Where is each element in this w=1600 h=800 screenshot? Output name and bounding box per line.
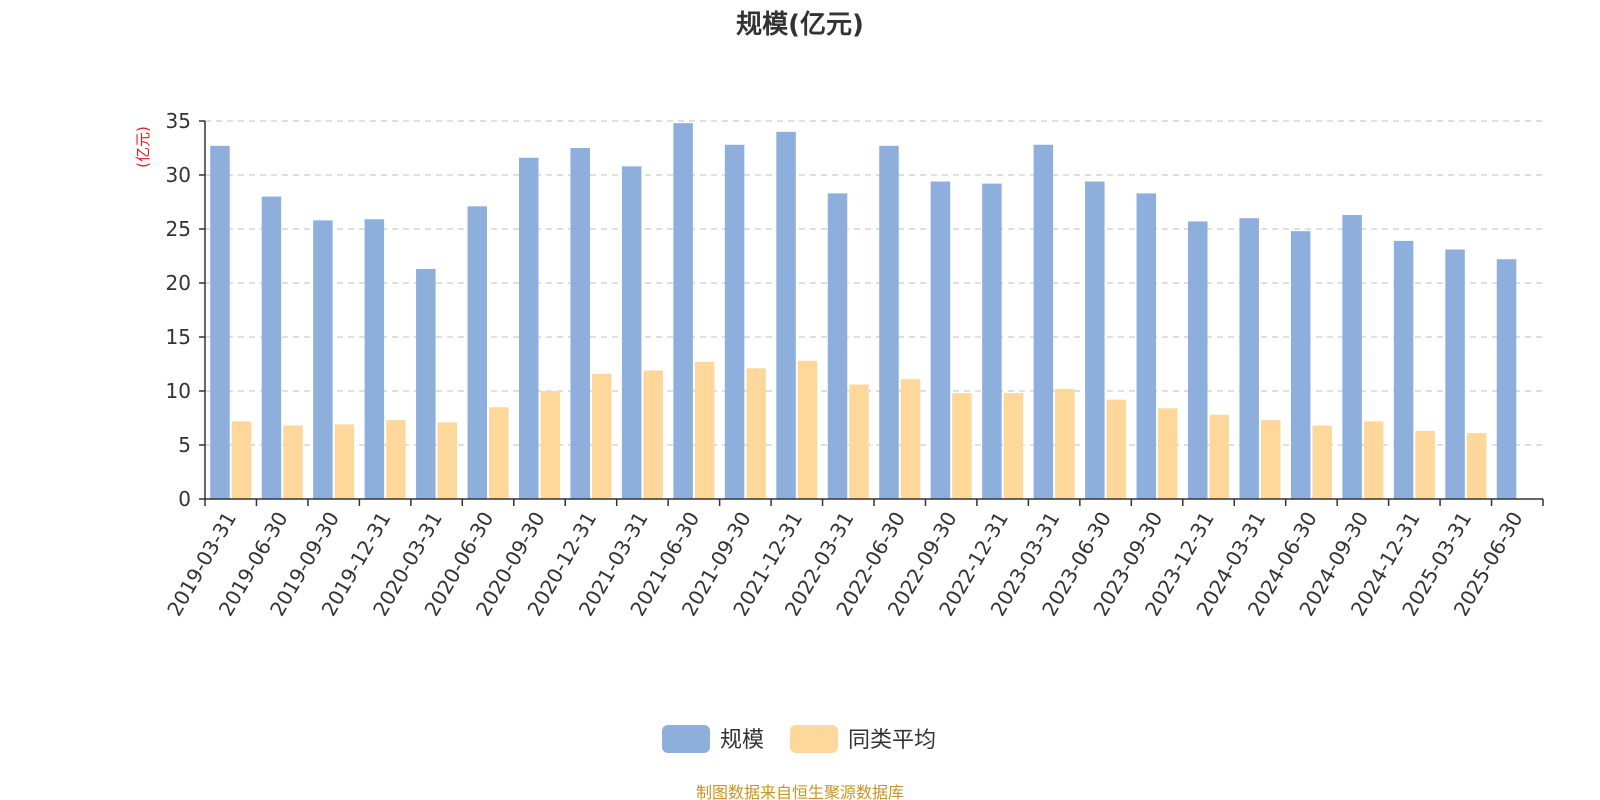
y-tick-label: 30 <box>166 163 191 187</box>
bar-scale[interactable] <box>621 166 642 500</box>
bar-scale[interactable] <box>1033 144 1054 499</box>
bar-category-average[interactable] <box>952 393 972 499</box>
bar-scale[interactable] <box>261 196 282 499</box>
bar-category-average[interactable] <box>591 373 612 499</box>
y-tick-label: 20 <box>166 271 191 295</box>
bar-category-average[interactable] <box>694 361 715 499</box>
bar-scale[interactable] <box>982 183 1002 499</box>
bars <box>210 123 1517 500</box>
bar-category-average[interactable] <box>540 391 561 499</box>
bar-scale[interactable] <box>827 193 848 500</box>
bar-category-average[interactable] <box>746 368 766 499</box>
y-tick-label: 5 <box>178 433 191 457</box>
bar-scale[interactable] <box>519 157 539 499</box>
bar-scale[interactable] <box>1188 221 1208 499</box>
legend-label-category-average[interactable]: 同类平均 <box>848 728 936 753</box>
bar-category-average[interactable] <box>1312 425 1332 499</box>
bar-scale[interactable] <box>724 144 745 499</box>
bar-scale[interactable] <box>879 145 899 499</box>
bar-scale[interactable] <box>570 148 590 499</box>
bar-scale[interactable] <box>1290 231 1311 499</box>
bar-scale[interactable] <box>416 268 436 499</box>
legend-swatch-scale[interactable] <box>662 725 710 753</box>
bar-scale[interactable] <box>776 131 796 500</box>
bar-category-average[interactable] <box>489 407 509 499</box>
bar-scale[interactable] <box>1445 249 1465 499</box>
bar-scale[interactable] <box>1342 214 1362 499</box>
grid-lines <box>205 120 1543 446</box>
y-axis-unit-label: (亿元) <box>134 126 152 168</box>
data-source-note: 制图数据来自恒生聚源数据库 <box>696 783 904 800</box>
bar-category-average[interactable] <box>1055 388 1075 499</box>
y-tick-label: 25 <box>166 217 191 241</box>
bar-category-average[interactable] <box>849 384 869 499</box>
bar-category-average[interactable] <box>334 424 355 499</box>
bar-scale[interactable] <box>1239 218 1259 499</box>
chart-title: 规模(亿元) <box>736 10 864 40</box>
bar-category-average[interactable] <box>1209 414 1230 499</box>
bar-category-average[interactable] <box>283 425 303 499</box>
bar-category-average[interactable] <box>900 379 921 499</box>
bar-scale[interactable] <box>1085 181 1105 500</box>
bar-category-average[interactable] <box>1106 399 1127 499</box>
bar-scale[interactable] <box>930 181 951 500</box>
bar-category-average[interactable] <box>1260 420 1281 499</box>
y-tick-label: 10 <box>166 379 191 403</box>
bar-category-average[interactable] <box>1158 408 1178 499</box>
y-tick-label: 15 <box>166 325 191 349</box>
legend: 规模 同类平均 <box>662 725 936 753</box>
bar-category-average[interactable] <box>1363 421 1384 499</box>
legend-label-scale[interactable]: 规模 <box>720 728 764 753</box>
bar-category-average[interactable] <box>643 370 663 499</box>
legend-swatch-category-average[interactable] <box>790 725 838 753</box>
bar-scale[interactable] <box>210 145 230 499</box>
bar-scale[interactable] <box>364 219 385 499</box>
y-tick-label: 35 <box>166 109 191 133</box>
bar-category-average[interactable] <box>1415 430 1435 499</box>
bar-category-average[interactable] <box>1466 433 1487 499</box>
y-tick-label: 0 <box>178 487 191 511</box>
bar-scale[interactable] <box>313 220 333 500</box>
bar-scale[interactable] <box>1136 193 1157 500</box>
bar-category-average[interactable] <box>797 360 818 499</box>
bar-category-average[interactable] <box>231 421 252 499</box>
bar-scale[interactable] <box>1393 240 1414 499</box>
bar-category-average[interactable] <box>386 420 406 499</box>
bar-scale[interactable] <box>673 123 693 499</box>
bar-scale[interactable] <box>1496 259 1517 499</box>
bar-scale[interactable] <box>467 206 488 499</box>
bar-category-average[interactable] <box>437 422 458 499</box>
bar-category-average[interactable] <box>1003 393 1024 499</box>
